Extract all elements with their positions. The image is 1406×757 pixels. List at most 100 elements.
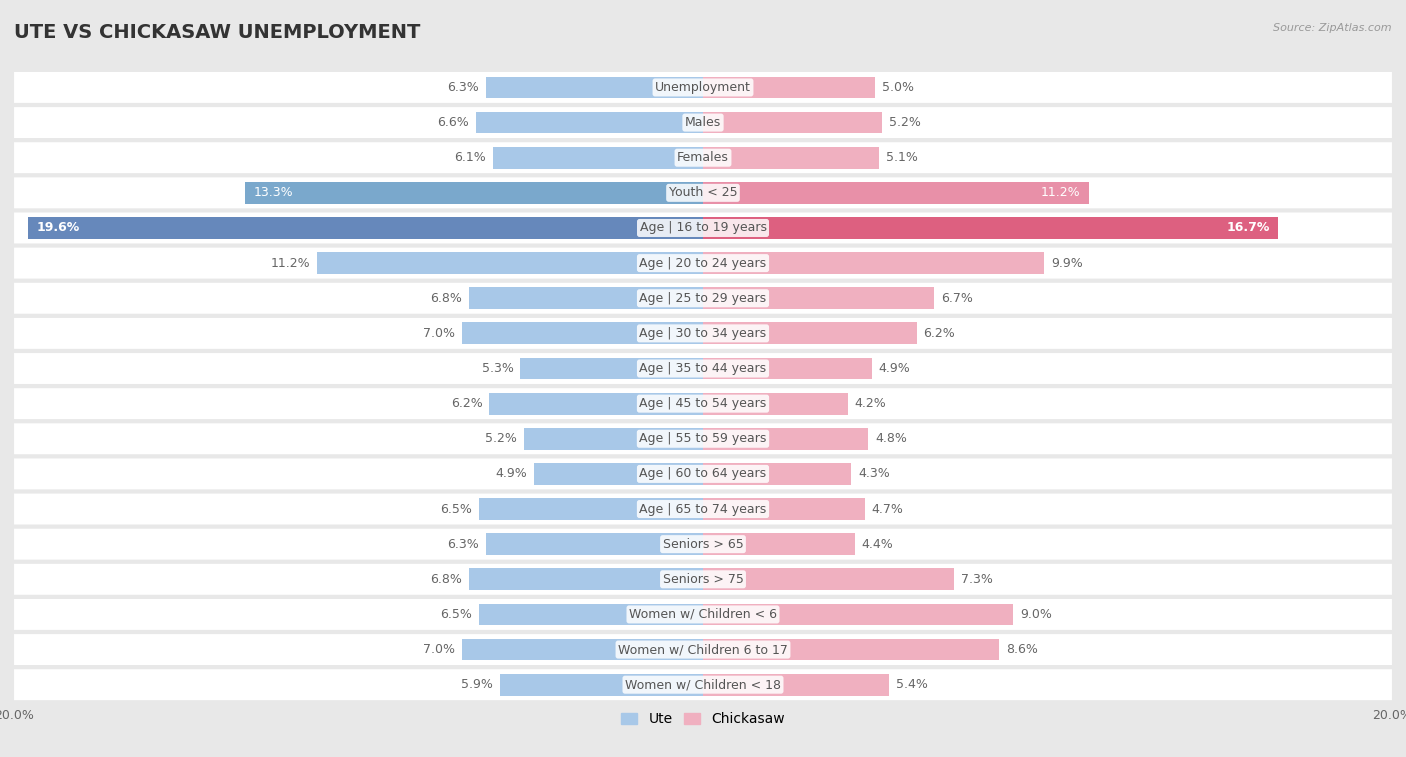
- Bar: [703, 569, 955, 590]
- Bar: [703, 147, 879, 169]
- FancyBboxPatch shape: [14, 177, 1392, 208]
- Text: 6.7%: 6.7%: [941, 291, 973, 305]
- Text: 6.1%: 6.1%: [454, 151, 486, 164]
- Bar: [468, 569, 703, 590]
- Text: 5.3%: 5.3%: [482, 362, 513, 375]
- Text: Source: ZipAtlas.com: Source: ZipAtlas.com: [1274, 23, 1392, 33]
- Text: Youth < 25: Youth < 25: [669, 186, 737, 199]
- Text: 13.3%: 13.3%: [253, 186, 292, 199]
- Text: Age | 55 to 59 years: Age | 55 to 59 years: [640, 432, 766, 445]
- Text: 4.4%: 4.4%: [862, 537, 893, 550]
- Text: Age | 65 to 74 years: Age | 65 to 74 years: [640, 503, 766, 516]
- Bar: [703, 428, 869, 450]
- Text: Seniors > 75: Seniors > 75: [662, 573, 744, 586]
- FancyBboxPatch shape: [14, 459, 1392, 489]
- Bar: [524, 428, 703, 450]
- FancyBboxPatch shape: [14, 669, 1392, 700]
- Bar: [703, 252, 1045, 274]
- Text: 9.9%: 9.9%: [1050, 257, 1083, 269]
- Bar: [475, 112, 703, 133]
- FancyBboxPatch shape: [14, 318, 1392, 349]
- Text: 5.4%: 5.4%: [896, 678, 928, 691]
- Bar: [703, 76, 875, 98]
- Text: 11.2%: 11.2%: [271, 257, 311, 269]
- Text: 8.6%: 8.6%: [1007, 643, 1038, 656]
- Text: 4.7%: 4.7%: [872, 503, 904, 516]
- Text: 5.9%: 5.9%: [461, 678, 494, 691]
- Text: 6.6%: 6.6%: [437, 116, 468, 129]
- Bar: [520, 357, 703, 379]
- Bar: [479, 603, 703, 625]
- FancyBboxPatch shape: [14, 599, 1392, 630]
- Text: Unemployment: Unemployment: [655, 81, 751, 94]
- Bar: [245, 182, 703, 204]
- FancyBboxPatch shape: [14, 107, 1392, 138]
- Text: 6.3%: 6.3%: [447, 81, 479, 94]
- Bar: [499, 674, 703, 696]
- Text: Women w/ Children 6 to 17: Women w/ Children 6 to 17: [619, 643, 787, 656]
- Bar: [703, 674, 889, 696]
- Bar: [703, 463, 851, 484]
- Bar: [703, 217, 1278, 239]
- Text: Males: Males: [685, 116, 721, 129]
- FancyBboxPatch shape: [14, 528, 1392, 559]
- Text: UTE VS CHICKASAW UNEMPLOYMENT: UTE VS CHICKASAW UNEMPLOYMENT: [14, 23, 420, 42]
- Text: 6.3%: 6.3%: [447, 537, 479, 550]
- Bar: [318, 252, 703, 274]
- Bar: [703, 182, 1088, 204]
- FancyBboxPatch shape: [14, 248, 1392, 279]
- Text: 16.7%: 16.7%: [1226, 222, 1270, 235]
- Text: 6.2%: 6.2%: [924, 327, 955, 340]
- Bar: [703, 639, 1000, 660]
- Text: 5.2%: 5.2%: [485, 432, 517, 445]
- FancyBboxPatch shape: [14, 494, 1392, 525]
- Text: Age | 60 to 64 years: Age | 60 to 64 years: [640, 467, 766, 481]
- FancyBboxPatch shape: [14, 142, 1392, 173]
- FancyBboxPatch shape: [14, 353, 1392, 384]
- Text: Age | 30 to 34 years: Age | 30 to 34 years: [640, 327, 766, 340]
- Bar: [703, 112, 882, 133]
- Text: Age | 35 to 44 years: Age | 35 to 44 years: [640, 362, 766, 375]
- Text: 5.1%: 5.1%: [886, 151, 918, 164]
- Text: Females: Females: [678, 151, 728, 164]
- Bar: [703, 357, 872, 379]
- Bar: [28, 217, 703, 239]
- Text: 6.8%: 6.8%: [430, 573, 461, 586]
- Bar: [479, 498, 703, 520]
- Text: Age | 20 to 24 years: Age | 20 to 24 years: [640, 257, 766, 269]
- FancyBboxPatch shape: [14, 388, 1392, 419]
- Text: Age | 16 to 19 years: Age | 16 to 19 years: [640, 222, 766, 235]
- Text: 7.3%: 7.3%: [962, 573, 993, 586]
- Text: 6.5%: 6.5%: [440, 608, 472, 621]
- Text: 6.2%: 6.2%: [451, 397, 482, 410]
- Bar: [461, 322, 703, 344]
- Bar: [494, 147, 703, 169]
- Text: 5.0%: 5.0%: [882, 81, 914, 94]
- Text: 7.0%: 7.0%: [423, 643, 456, 656]
- Bar: [486, 76, 703, 98]
- Bar: [703, 498, 865, 520]
- FancyBboxPatch shape: [14, 213, 1392, 244]
- Text: Age | 25 to 29 years: Age | 25 to 29 years: [640, 291, 766, 305]
- Text: Seniors > 65: Seniors > 65: [662, 537, 744, 550]
- Bar: [703, 322, 917, 344]
- Legend: Ute, Chickasaw: Ute, Chickasaw: [616, 707, 790, 732]
- Bar: [461, 639, 703, 660]
- Text: 5.2%: 5.2%: [889, 116, 921, 129]
- Bar: [703, 393, 848, 415]
- Bar: [534, 463, 703, 484]
- Bar: [703, 603, 1012, 625]
- FancyBboxPatch shape: [14, 423, 1392, 454]
- Bar: [489, 393, 703, 415]
- Bar: [703, 533, 855, 555]
- Text: 6.8%: 6.8%: [430, 291, 461, 305]
- Text: 19.6%: 19.6%: [37, 222, 80, 235]
- Bar: [468, 288, 703, 309]
- Text: 9.0%: 9.0%: [1019, 608, 1052, 621]
- FancyBboxPatch shape: [14, 283, 1392, 313]
- Text: 4.9%: 4.9%: [879, 362, 911, 375]
- Text: Age | 45 to 54 years: Age | 45 to 54 years: [640, 397, 766, 410]
- Text: 4.2%: 4.2%: [855, 397, 886, 410]
- Bar: [703, 288, 934, 309]
- FancyBboxPatch shape: [14, 564, 1392, 595]
